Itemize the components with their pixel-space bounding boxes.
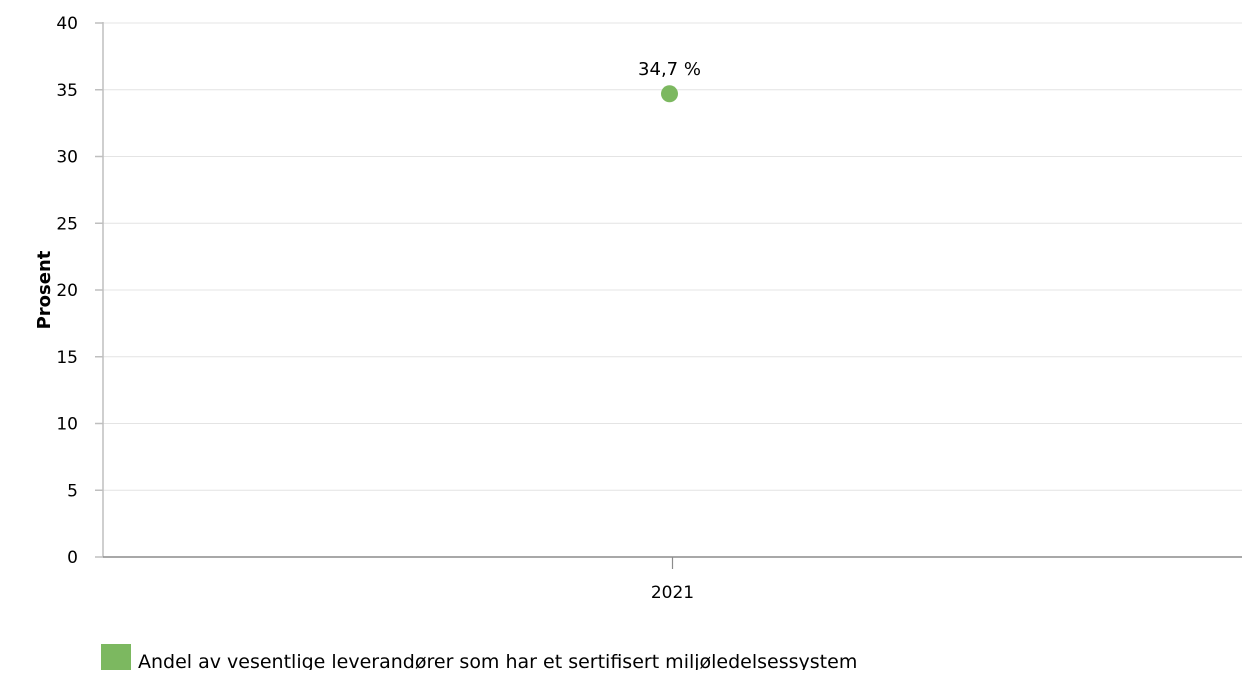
y-tick-label-40: 40 [56,14,78,34]
data-points: 34,7 % [638,59,701,103]
y-tick-label-30: 30 [56,148,78,168]
y-tick-label-20: 20 [56,281,78,301]
x-tick-label-2021: 2021 [651,583,694,603]
x-tick-labels: 2021 [651,557,694,603]
y-tick-label-0: 0 [67,548,78,568]
data-point-2021 [661,85,678,103]
legend-label: Andel av vesentlige leverandører som har… [138,651,857,670]
y-tick-label-5: 5 [67,481,78,501]
gridlines [103,22,1242,491]
y-tick-label-15: 15 [56,348,78,368]
y-tick-label-25: 25 [56,214,78,234]
legend-swatch [101,644,131,674]
data-label-2021: 34,7 % [638,59,701,80]
y-tick-label-10: 10 [56,415,78,435]
y-axis-title: Prosent [34,250,55,329]
y-tick-labels: 0 5 10 15 20 25 30 35 40 [56,14,103,568]
legend[interactable]: Andel av vesentlige leverandører som har… [101,644,857,674]
y-tick-label-35: 35 [56,81,78,101]
